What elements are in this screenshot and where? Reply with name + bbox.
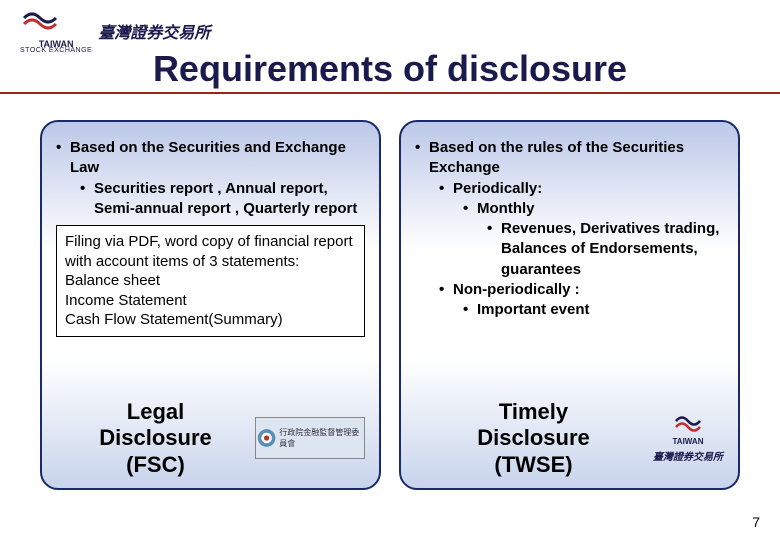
page-number: 7 — [752, 514, 760, 530]
right-b1-2-1: Important event — [477, 301, 590, 318]
left-b1: Based on the Securities and Exchange Law — [70, 139, 346, 176]
left-panel: Based on the Securities and Exchange Law… — [40, 120, 381, 490]
left-footer: Legal Disclosure (FSC) 行政院金融監督管理委員會 — [56, 391, 365, 488]
twse-cn: 臺灣證券交易所 — [653, 448, 723, 463]
callout-l4: Cash Flow Statement(Summary) — [65, 310, 356, 330]
right-bullets: Based on the rules of the Securities Exc… — [415, 138, 724, 320]
rft2: Disclosure — [477, 425, 590, 450]
twse-en: TAIWAN — [673, 437, 704, 446]
callout-l2: Balance sheet — [65, 271, 356, 291]
lft2: Disclosure — [99, 425, 212, 450]
right-b1-1: Periodically: — [453, 180, 542, 197]
callout-l3: Income Statement — [65, 291, 356, 311]
page-title: Requirements of disclosure — [0, 48, 780, 94]
right-b1-2: Non-periodically : — [453, 281, 580, 298]
right-b1: Based on the rules of the Securities Exc… — [429, 139, 684, 176]
lft1: Legal — [127, 399, 184, 424]
panels-row: Based on the Securities and Exchange Law… — [40, 120, 740, 490]
right-b1-1-1: Monthly — [477, 200, 535, 217]
left-bullets: Based on the Securities and Exchange Law… — [56, 138, 365, 219]
fsc-badge-label: 行政院金融監督管理委員會 — [279, 427, 364, 449]
rft3: (TWSE) — [494, 452, 572, 477]
left-callout: Filing via PDF, word copy of financial r… — [56, 225, 365, 337]
right-panel: Based on the rules of the Securities Exc… — [399, 120, 740, 490]
fsc-badge-icon: 行政院金融監督管理委員會 — [255, 417, 365, 459]
logo-text-cn: 臺灣證券交易所 — [98, 19, 210, 43]
left-footer-title: Legal Disclosure (FSC) — [56, 399, 255, 478]
right-footer: Timely Disclosure (TWSE) TAIWAN 臺灣證券交易所 — [415, 391, 724, 488]
rft1: Timely — [499, 399, 568, 424]
lft3: (FSC) — [126, 452, 185, 477]
left-b1-1: Securities report , Annual report, Semi-… — [94, 180, 357, 217]
right-footer-title: Timely Disclosure (TWSE) — [415, 399, 652, 478]
right-b1-1-1-1: Revenues, Derivatives trading, Balances … — [501, 220, 719, 278]
callout-l1: Filing via PDF, word copy of financial r… — [65, 232, 356, 271]
twse-badge-icon: TAIWAN 臺灣證券交易所 — [652, 410, 724, 466]
